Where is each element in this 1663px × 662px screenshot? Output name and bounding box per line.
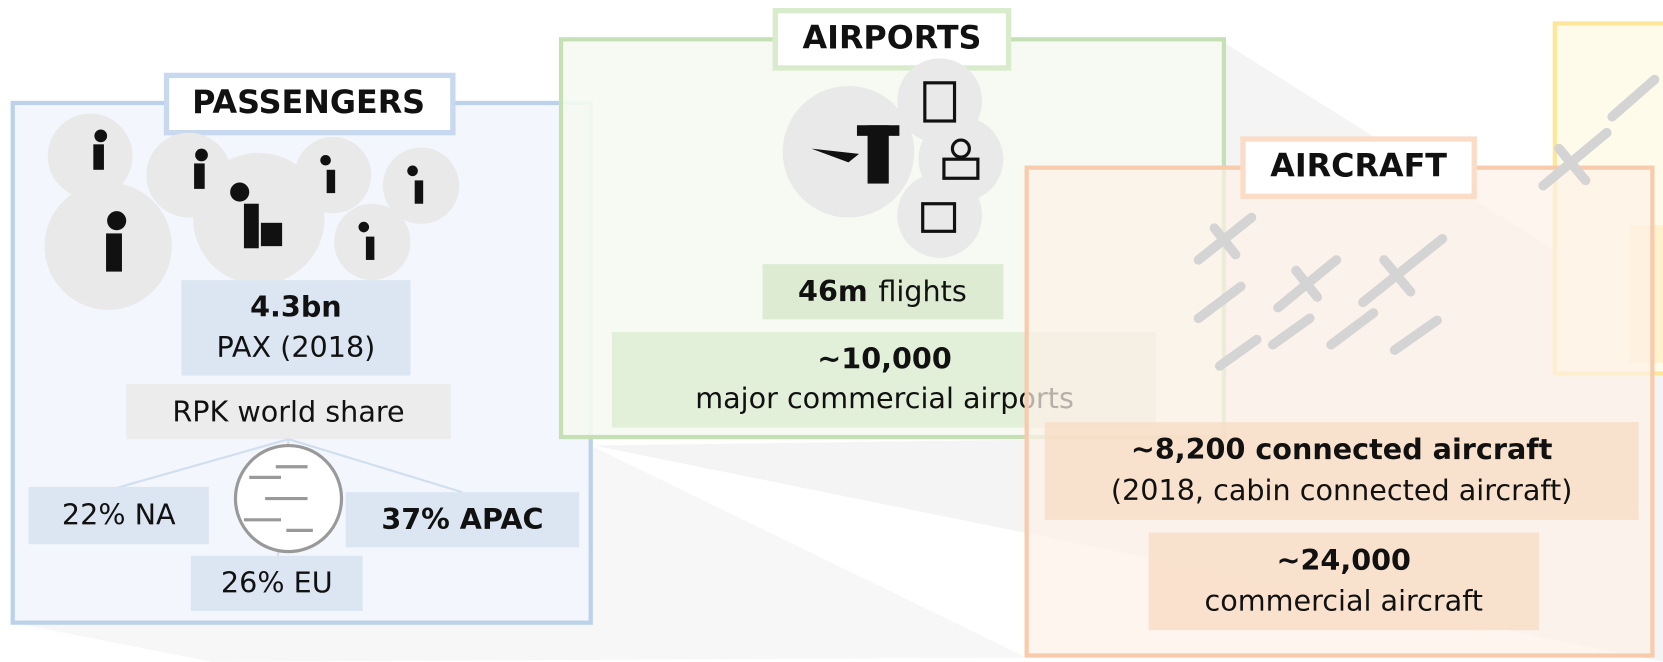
- label: RPK world share: [172, 395, 404, 429]
- aircraft-panel: AIRCRAFT ~8,200 connected aircraft (2018…: [1027, 80, 1655, 656]
- value: ~8,200 connected aircraft: [1131, 432, 1553, 466]
- value: 4.3bn: [250, 290, 342, 324]
- label: flights: [878, 274, 966, 308]
- panel-title: PASSENGERS: [192, 83, 425, 121]
- label: PAX (2018): [216, 330, 375, 364]
- share: 26% EU: [221, 565, 333, 599]
- label: commercial aircraft: [1204, 584, 1483, 618]
- value: 46m: [798, 274, 868, 308]
- panel-title: AIRPORTS: [803, 18, 982, 56]
- panel-title: AIRCRAFT: [1270, 147, 1447, 185]
- share: 37% APAC: [381, 502, 543, 536]
- passengers-panel: PASSENGERS 4.3bn PAX (2018) RPK world sh…: [13, 75, 591, 622]
- value: ~10,000: [817, 342, 951, 376]
- share: 22% NA: [62, 498, 176, 532]
- flights: 46m flights: [798, 274, 967, 308]
- infographic: PASSENGERS 4.3bn PAX (2018) RPK world sh…: [0, 0, 1663, 662]
- value: ~24,000: [1277, 543, 1411, 577]
- label: major commercial airports: [695, 381, 1074, 415]
- label: (2018, cabin connected aircraft): [1111, 473, 1573, 507]
